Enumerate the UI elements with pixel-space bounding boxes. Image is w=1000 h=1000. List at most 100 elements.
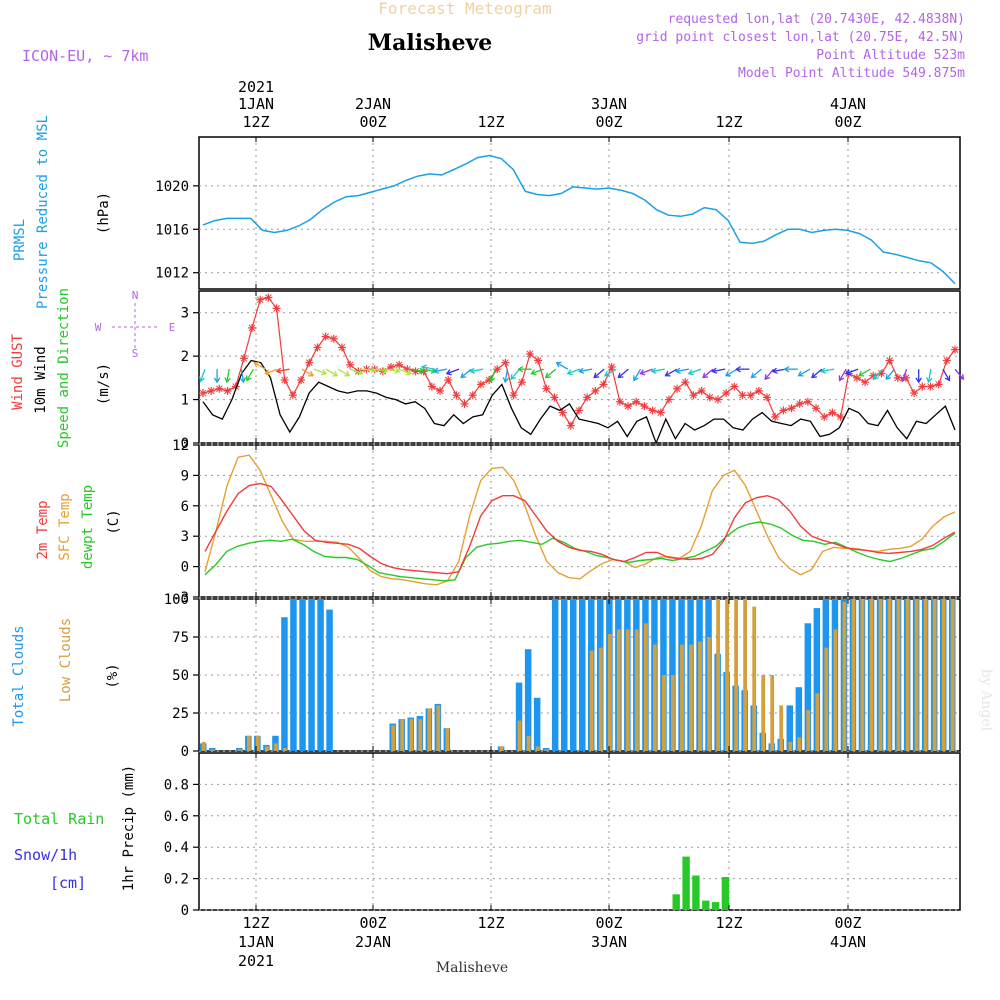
gust-marker	[664, 395, 673, 404]
arrow-head	[771, 367, 778, 374]
arrow-head	[264, 369, 271, 376]
gust-marker	[632, 397, 641, 406]
low-cloud-bar	[671, 675, 675, 751]
arrow-head	[925, 377, 933, 384]
gust-marker-d2	[591, 387, 599, 395]
gust-marker-d2	[273, 305, 280, 312]
time-label-bottom: 1JAN	[238, 933, 274, 951]
arrow-shaft	[593, 368, 605, 379]
gust-marker	[239, 354, 248, 363]
arrow-shaft	[556, 362, 569, 370]
wind-direction-arrow	[489, 368, 496, 383]
wind-direction-arrow	[460, 368, 472, 379]
arrow-head	[617, 372, 624, 379]
arrow-head	[332, 370, 339, 377]
pressure-labels: PRMSL Pressure Reduced to MSL (hPa)	[12, 115, 112, 309]
gust-marker-d2	[428, 383, 436, 390]
time-label-top: 2JAN	[355, 95, 391, 113]
arrow-shaft	[226, 369, 230, 383]
arrow-shaft	[240, 369, 245, 383]
wind-direction-arrow	[420, 364, 435, 371]
y-tick-label: 3	[181, 306, 189, 322]
gust-marker	[942, 356, 951, 365]
arrow-shaft	[313, 368, 327, 375]
y-tick-label: 1020	[155, 179, 189, 195]
arrow-head	[735, 365, 741, 373]
low-cloud-bar	[905, 599, 910, 751]
compass-s: S	[132, 347, 139, 360]
wind-direction-arrow	[650, 367, 665, 374]
gust-marker	[305, 358, 314, 367]
arrow-shaft	[839, 368, 847, 381]
dewpt-label: dewpt Temp	[80, 485, 96, 569]
arrow-shaft	[545, 368, 557, 379]
low-cloud-bar	[797, 737, 802, 751]
gust-marker-d2	[461, 400, 468, 408]
low-cloud-bar	[625, 629, 630, 751]
arrow-shaft	[337, 368, 350, 377]
arrow-head	[702, 372, 709, 379]
arrow-head	[819, 367, 827, 374]
arrow-head	[502, 377, 509, 384]
footer-location: Malisheve	[436, 960, 508, 976]
low-cloud-bar	[499, 746, 504, 751]
gust-marker	[509, 391, 518, 400]
low-cloud-bar	[210, 749, 215, 751]
time-label-top: 12Z	[242, 113, 269, 131]
gust-marker-d2	[240, 354, 248, 362]
low-cloud-bar	[391, 725, 396, 751]
wind-direction-arrow	[362, 366, 377, 374]
wind-direction-arrow	[445, 368, 460, 376]
gust-marker	[215, 384, 224, 393]
wind-labels: Wind GUST 10m Wind Speed and Direction (…	[10, 288, 175, 448]
precip-unit: 1hr Precip (mm)	[121, 765, 137, 891]
arrow-shaft	[301, 368, 314, 377]
y-tick-label: 0.8	[164, 777, 189, 793]
wind-direction-arrow	[325, 368, 339, 377]
precip-panel	[198, 752, 961, 911]
wind-direction-arrow	[510, 368, 521, 381]
arrow-head	[213, 377, 221, 384]
arrow-head	[650, 367, 657, 374]
gust-marker	[558, 408, 567, 417]
gust-marker	[468, 391, 477, 400]
low-cloud-bar	[806, 710, 811, 751]
gust-marker	[460, 399, 469, 408]
low-cloud-bar	[644, 623, 648, 751]
gust-marker	[615, 397, 624, 406]
gust-marker	[411, 367, 420, 376]
total-cloud-bar	[813, 608, 821, 751]
wind-direction-arrow	[954, 368, 965, 381]
time-label-top: 2021	[238, 78, 274, 96]
arrow-shaft	[927, 369, 932, 383]
low-cloud-label: Low Clouds	[58, 618, 74, 702]
total-cloud-label: Total Clouds	[11, 625, 27, 726]
arrow-shaft	[811, 368, 823, 379]
gust-marker	[329, 334, 338, 343]
gust-marker-d2	[469, 391, 477, 399]
arrow-shaft	[446, 368, 460, 375]
wind-dir-label: Speed and Direction	[56, 288, 72, 448]
arrow-shaft	[421, 366, 435, 370]
arrow-head	[783, 365, 790, 373]
rain-label: Total Rain	[14, 810, 104, 828]
arrow-head	[460, 372, 467, 379]
time-label-top: 12Z	[715, 113, 742, 131]
time-label-bottom: 4JAN	[830, 933, 866, 951]
gust-marker-d2	[779, 407, 787, 414]
low-cloud-bar	[265, 746, 269, 751]
arrow-shaft	[265, 368, 278, 375]
gust-marker-d2	[436, 387, 444, 395]
sfc-line	[204, 454, 956, 586]
gust-marker-d2	[256, 296, 264, 304]
arrow-head	[275, 367, 282, 374]
gust-marker-d2	[690, 391, 697, 399]
rain-bar	[711, 902, 720, 910]
gust-marker-d2	[837, 413, 844, 421]
arrow-head	[711, 367, 718, 374]
gust-marker-d2	[632, 398, 640, 406]
arrow-head	[246, 375, 252, 382]
gust-marker-d2	[215, 385, 223, 393]
low-cloud-bar	[535, 746, 540, 751]
arrow-head	[544, 372, 551, 379]
